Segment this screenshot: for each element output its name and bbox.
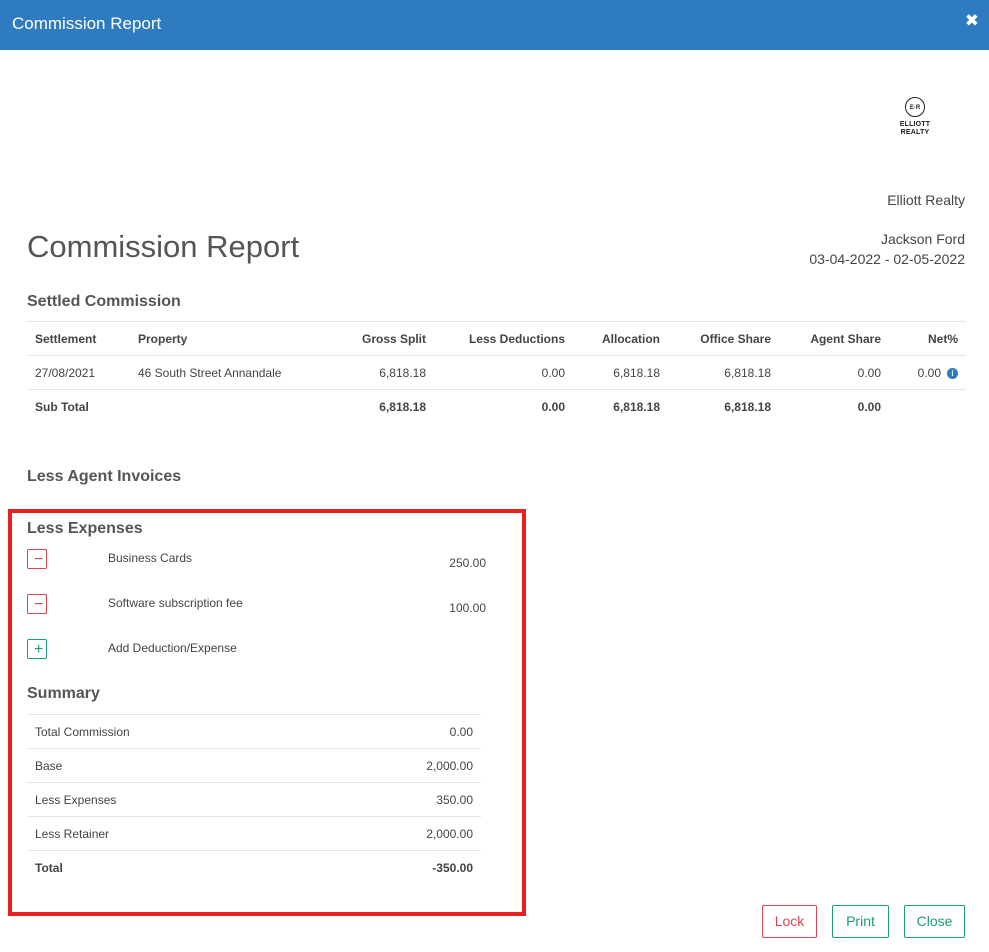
remove-expense-button[interactable]: − xyxy=(27,549,47,569)
col-office-share: Office Share xyxy=(668,321,779,356)
report-period: 03-04-2022 - 02-05-2022 xyxy=(809,251,965,267)
summary-row: Less Retainer 2,000.00 xyxy=(27,816,481,851)
table-header-row: Settlement Property Gross Split Less Ded… xyxy=(27,321,966,356)
col-allocation: Allocation xyxy=(573,321,668,356)
summary-value: 2,000.00 xyxy=(316,748,481,783)
summary-row: Total Commission 0.00 xyxy=(27,714,481,749)
summary-total-label: Total xyxy=(27,850,317,884)
col-agent-share: Agent Share xyxy=(779,321,889,356)
cell-property: 46 South Street Annandale xyxy=(130,355,318,390)
summary-label: Less Retainer xyxy=(27,816,317,851)
report-title: Commission Report xyxy=(27,229,300,264)
close-button[interactable]: Close xyxy=(904,905,965,938)
modal-title: Commission Report xyxy=(12,14,162,33)
agency-name: Elliott Realty xyxy=(887,192,965,208)
summary-row: Less Expenses 350.00 xyxy=(27,782,481,817)
settled-commission-heading: Settled Commission xyxy=(27,293,181,310)
summary-value: 350.00 xyxy=(316,782,481,817)
logo-line-1: ELLIOTT xyxy=(899,121,931,128)
cell-gross-split: 6,818.18 xyxy=(318,355,434,390)
summary-total-row: Total -350.00 xyxy=(27,850,481,884)
cell-less-deductions: 0.00 xyxy=(434,355,573,390)
logo-mark: E·R xyxy=(905,97,925,117)
subtotal-label: Sub Total xyxy=(27,389,130,423)
expenses-heading: Less Expenses xyxy=(27,520,143,537)
subtotal-office-share: 6,818.18 xyxy=(668,389,779,423)
expense-amount: 100.00 xyxy=(449,601,486,615)
add-expense-button[interactable]: + xyxy=(27,639,47,659)
agent-name: Jackson Ford xyxy=(880,231,965,247)
company-logo: E·R ELLIOTT REALTY xyxy=(893,97,937,145)
subtotal-row: Sub Total 6,818.18 0.00 6,818.18 6,818.1… xyxy=(27,389,966,423)
lock-button[interactable]: Lock xyxy=(762,905,817,938)
summary-label: Less Expenses xyxy=(27,782,317,817)
col-property: Property xyxy=(130,321,318,356)
summary-heading: Summary xyxy=(27,685,100,702)
net-pct-value: 0.00 xyxy=(917,365,941,380)
subtotal-empty xyxy=(130,389,318,423)
print-button[interactable]: Print xyxy=(832,905,889,938)
cell-allocation: 6,818.18 xyxy=(573,355,668,390)
summary-label: Base xyxy=(27,748,317,783)
cell-agent-share: 0.00 xyxy=(779,355,889,390)
modal-header: Commission Report ✖ xyxy=(0,0,989,50)
col-less-deductions: Less Deductions xyxy=(434,321,573,356)
summary-table: Total Commission 0.00 Base 2,000.00 Less… xyxy=(27,714,481,884)
cell-settlement: 27/08/2021 xyxy=(27,355,130,390)
highlight-box xyxy=(8,509,526,916)
col-net-pct: Net% xyxy=(889,321,966,356)
add-expense-label[interactable]: Add Deduction/Expense xyxy=(108,641,237,655)
subtotal-less-deductions: 0.00 xyxy=(434,389,573,423)
subtotal-allocation: 6,818.18 xyxy=(573,389,668,423)
summary-label: Total Commission xyxy=(27,714,317,749)
summary-value: 2,000.00 xyxy=(316,816,481,851)
expense-label: Software subscription fee xyxy=(108,596,243,610)
expense-amount: 250.00 xyxy=(449,556,486,570)
col-gross-split: Gross Split xyxy=(318,321,434,356)
expense-label: Business Cards xyxy=(108,551,193,565)
subtotal-net-empty xyxy=(889,389,966,423)
summary-value: 0.00 xyxy=(316,714,481,749)
summary-total-value: -350.00 xyxy=(316,850,481,884)
cell-net-pct: 0.00 i xyxy=(889,355,966,390)
logo-line-2: REALTY xyxy=(900,129,930,136)
info-icon[interactable]: i xyxy=(947,367,958,379)
subtotal-gross-split: 6,818.18 xyxy=(318,389,434,423)
settled-commission-table: Settlement Property Gross Split Less Ded… xyxy=(27,321,966,423)
col-settlement: Settlement xyxy=(27,321,130,356)
close-icon[interactable]: ✖ xyxy=(964,11,979,30)
agent-invoices-heading: Less Agent Invoices xyxy=(27,468,182,485)
remove-expense-button[interactable]: − xyxy=(27,594,47,614)
summary-row: Base 2,000.00 xyxy=(27,748,481,783)
table-row: 27/08/2021 46 South Street Annandale 6,8… xyxy=(27,355,966,390)
cell-office-share: 6,818.18 xyxy=(668,355,779,390)
subtotal-agent-share: 0.00 xyxy=(779,389,889,423)
